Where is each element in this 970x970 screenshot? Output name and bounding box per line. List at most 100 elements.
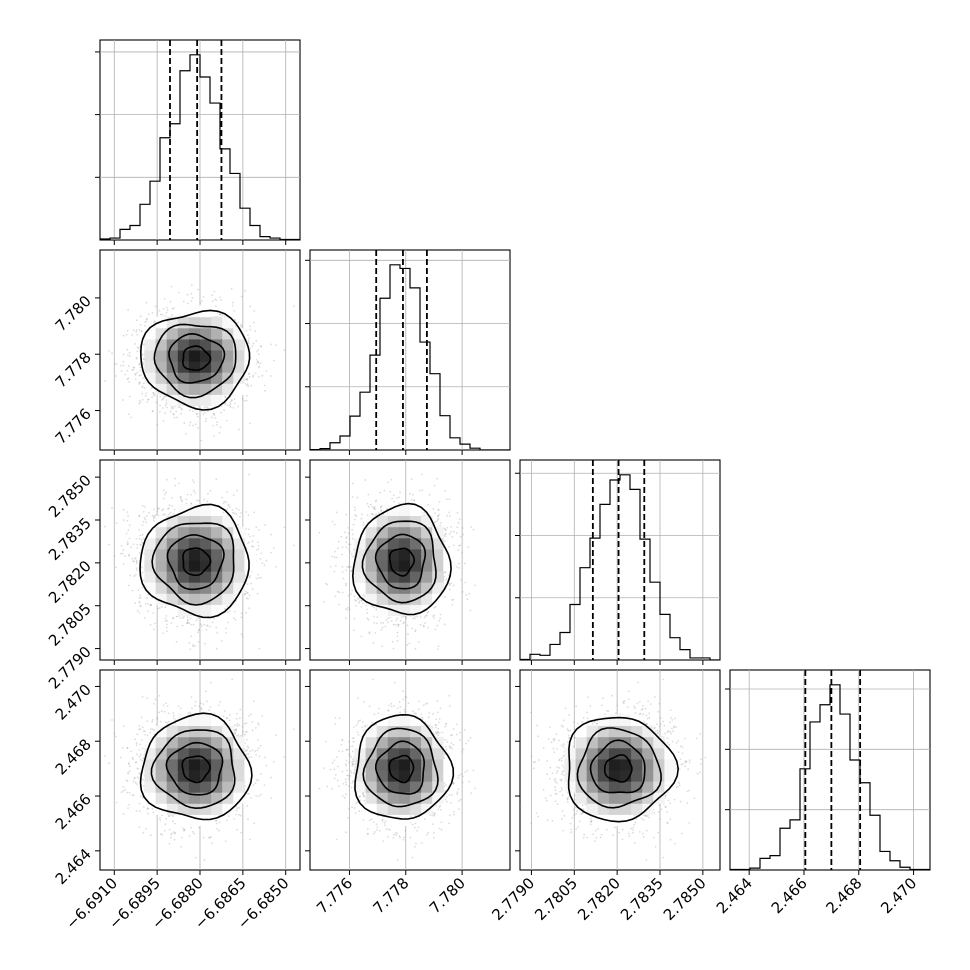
sample-point bbox=[257, 361, 259, 364]
sample-point bbox=[241, 635, 244, 638]
sample-point bbox=[293, 544, 295, 547]
sample-point bbox=[114, 375, 117, 377]
sample-point bbox=[133, 575, 136, 578]
sample-point bbox=[219, 426, 222, 429]
sample-point bbox=[186, 293, 189, 296]
sample-point bbox=[156, 510, 159, 512]
sample-point bbox=[259, 345, 262, 347]
sample-point bbox=[182, 300, 185, 303]
sample-point bbox=[181, 499, 184, 502]
sample-point bbox=[283, 349, 286, 351]
sample-point bbox=[275, 565, 277, 568]
sample-point bbox=[139, 596, 142, 599]
sample-point bbox=[211, 621, 214, 624]
sample-point bbox=[166, 619, 168, 622]
sample-point bbox=[233, 310, 236, 312]
sample-point bbox=[145, 521, 148, 524]
sample-point bbox=[167, 508, 169, 511]
density-cell bbox=[200, 350, 212, 362]
sample-point bbox=[113, 363, 116, 366]
sample-point bbox=[108, 350, 110, 352]
sample-point bbox=[215, 647, 218, 650]
sample-point bbox=[161, 313, 164, 316]
sample-point bbox=[237, 321, 240, 324]
sample-point bbox=[146, 597, 149, 599]
sample-point bbox=[142, 520, 145, 523]
contour-level-2 bbox=[153, 323, 237, 399]
sample-point bbox=[228, 506, 231, 509]
panel-content bbox=[104, 460, 295, 660]
sample-point bbox=[210, 416, 213, 419]
sample-point bbox=[128, 554, 131, 557]
sample-point bbox=[144, 395, 147, 397]
sample-point bbox=[255, 577, 258, 580]
sample-point bbox=[141, 505, 144, 507]
sample-point bbox=[142, 358, 145, 361]
sample-point bbox=[152, 517, 155, 520]
sample-point bbox=[128, 351, 131, 354]
sample-point bbox=[147, 398, 150, 401]
sample-point bbox=[127, 365, 130, 367]
sample-point bbox=[162, 420, 165, 422]
sample-point bbox=[245, 329, 248, 332]
sample-point bbox=[190, 502, 193, 505]
sample-point bbox=[138, 601, 141, 603]
sample-point bbox=[141, 586, 144, 589]
grid bbox=[100, 40, 300, 240]
sample-point bbox=[135, 562, 138, 565]
sample-point bbox=[229, 403, 232, 405]
sample-point bbox=[206, 624, 209, 627]
sample-point bbox=[249, 325, 252, 328]
sample-point bbox=[259, 362, 262, 365]
sample-point bbox=[192, 481, 195, 484]
sample-point bbox=[142, 510, 145, 513]
sample-point bbox=[248, 541, 250, 543]
sample-point bbox=[134, 372, 136, 375]
sample-point bbox=[293, 305, 295, 308]
sample-point bbox=[248, 372, 250, 375]
sample-point bbox=[167, 513, 170, 516]
sample-point bbox=[142, 382, 145, 385]
sample-point bbox=[138, 611, 141, 614]
sample-point bbox=[153, 519, 155, 522]
sample-point bbox=[141, 385, 144, 388]
density-cell bbox=[177, 372, 190, 384]
sample-point bbox=[212, 412, 215, 415]
sample-point bbox=[222, 502, 225, 505]
scatter-panel-p0-p1 bbox=[95, 249, 301, 455]
sample-point bbox=[126, 543, 129, 546]
density-cell bbox=[211, 350, 223, 362]
sample-point bbox=[159, 606, 161, 609]
sample-point bbox=[250, 582, 252, 585]
sample-point bbox=[203, 406, 206, 409]
density-cell bbox=[222, 338, 234, 351]
sample-point bbox=[256, 592, 259, 595]
sample-point bbox=[132, 560, 135, 563]
sample-point bbox=[247, 514, 250, 516]
sample-point bbox=[186, 618, 189, 621]
sample-point bbox=[239, 515, 241, 518]
sample-point bbox=[127, 377, 130, 380]
sample-point bbox=[224, 396, 227, 399]
sample-point bbox=[190, 493, 192, 496]
sample-point bbox=[248, 422, 251, 425]
sample-point bbox=[227, 503, 230, 506]
sample-point bbox=[172, 406, 175, 409]
sample-point bbox=[216, 424, 218, 426]
sample-point bbox=[247, 542, 249, 545]
sample-point bbox=[232, 406, 235, 409]
sample-point bbox=[127, 354, 129, 357]
sample-point bbox=[141, 377, 144, 380]
sample-point bbox=[247, 385, 250, 388]
sample-point bbox=[135, 567, 138, 570]
sample-point bbox=[155, 401, 158, 404]
sample-point bbox=[130, 416, 133, 419]
sample-point bbox=[234, 319, 237, 322]
sample-point bbox=[237, 523, 239, 526]
sample-point bbox=[270, 533, 272, 536]
sample-point bbox=[249, 535, 252, 538]
sample-point bbox=[139, 401, 142, 404]
sample-point bbox=[187, 302, 190, 305]
sample-point bbox=[192, 645, 195, 648]
sample-point bbox=[190, 292, 193, 295]
